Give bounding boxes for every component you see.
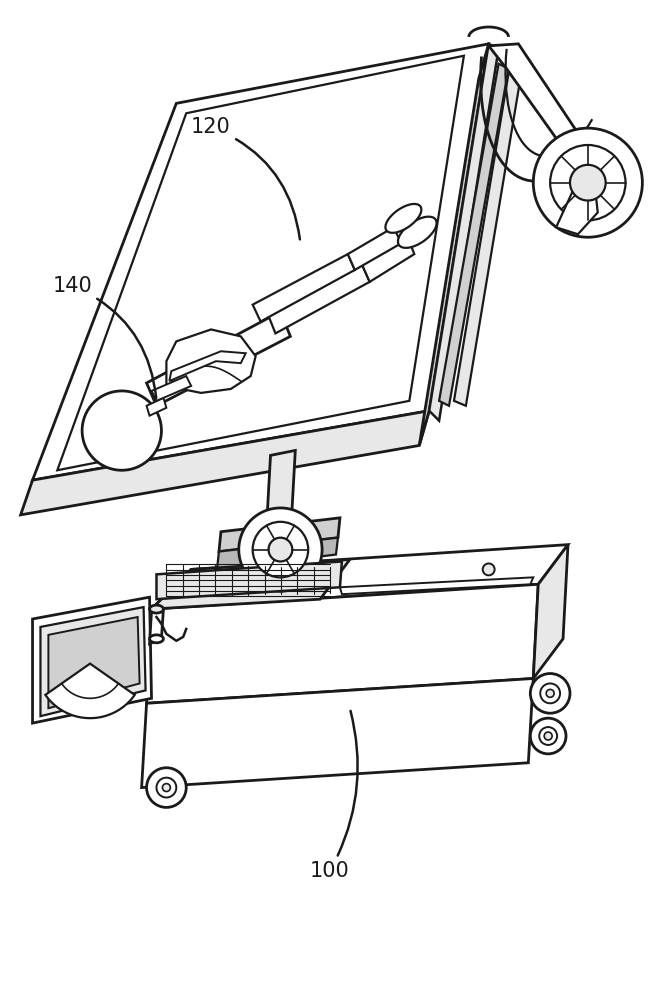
Circle shape xyxy=(269,538,292,561)
Circle shape xyxy=(570,165,606,201)
Polygon shape xyxy=(489,44,598,183)
Polygon shape xyxy=(32,597,152,723)
Text: 100: 100 xyxy=(310,711,358,881)
Polygon shape xyxy=(340,577,533,594)
Ellipse shape xyxy=(398,217,437,248)
Polygon shape xyxy=(419,44,489,445)
Circle shape xyxy=(239,508,322,591)
Polygon shape xyxy=(40,607,146,716)
Polygon shape xyxy=(142,678,533,788)
Polygon shape xyxy=(147,398,166,416)
Polygon shape xyxy=(253,254,355,322)
Ellipse shape xyxy=(150,605,163,613)
Circle shape xyxy=(147,768,186,807)
Circle shape xyxy=(483,563,495,575)
Polygon shape xyxy=(533,545,568,678)
Polygon shape xyxy=(556,191,598,234)
Ellipse shape xyxy=(385,204,422,233)
Polygon shape xyxy=(45,664,135,718)
Polygon shape xyxy=(32,44,489,480)
Polygon shape xyxy=(439,64,509,406)
Circle shape xyxy=(533,128,642,237)
Polygon shape xyxy=(219,518,340,552)
Polygon shape xyxy=(268,264,370,333)
Polygon shape xyxy=(147,312,290,406)
Ellipse shape xyxy=(150,635,163,643)
Circle shape xyxy=(156,778,176,797)
Polygon shape xyxy=(152,545,568,609)
Circle shape xyxy=(544,732,552,740)
Polygon shape xyxy=(48,617,140,708)
Polygon shape xyxy=(147,584,538,703)
Polygon shape xyxy=(150,609,163,644)
Circle shape xyxy=(162,784,170,792)
Polygon shape xyxy=(362,236,414,282)
Circle shape xyxy=(540,683,560,703)
Circle shape xyxy=(530,718,566,754)
Circle shape xyxy=(253,522,308,577)
Circle shape xyxy=(550,145,625,220)
Circle shape xyxy=(546,689,554,697)
Polygon shape xyxy=(152,376,191,401)
Polygon shape xyxy=(217,538,338,569)
Polygon shape xyxy=(348,227,401,270)
Circle shape xyxy=(82,391,161,470)
Polygon shape xyxy=(166,329,256,393)
Circle shape xyxy=(530,674,570,713)
Polygon shape xyxy=(429,44,499,421)
Polygon shape xyxy=(156,561,342,599)
Polygon shape xyxy=(21,411,429,515)
Text: 140: 140 xyxy=(52,276,156,398)
Polygon shape xyxy=(454,74,520,406)
Polygon shape xyxy=(169,351,246,381)
Circle shape xyxy=(539,727,557,745)
Text: 120: 120 xyxy=(191,117,300,239)
Polygon shape xyxy=(266,450,295,545)
Polygon shape xyxy=(57,56,464,470)
Polygon shape xyxy=(152,559,350,609)
